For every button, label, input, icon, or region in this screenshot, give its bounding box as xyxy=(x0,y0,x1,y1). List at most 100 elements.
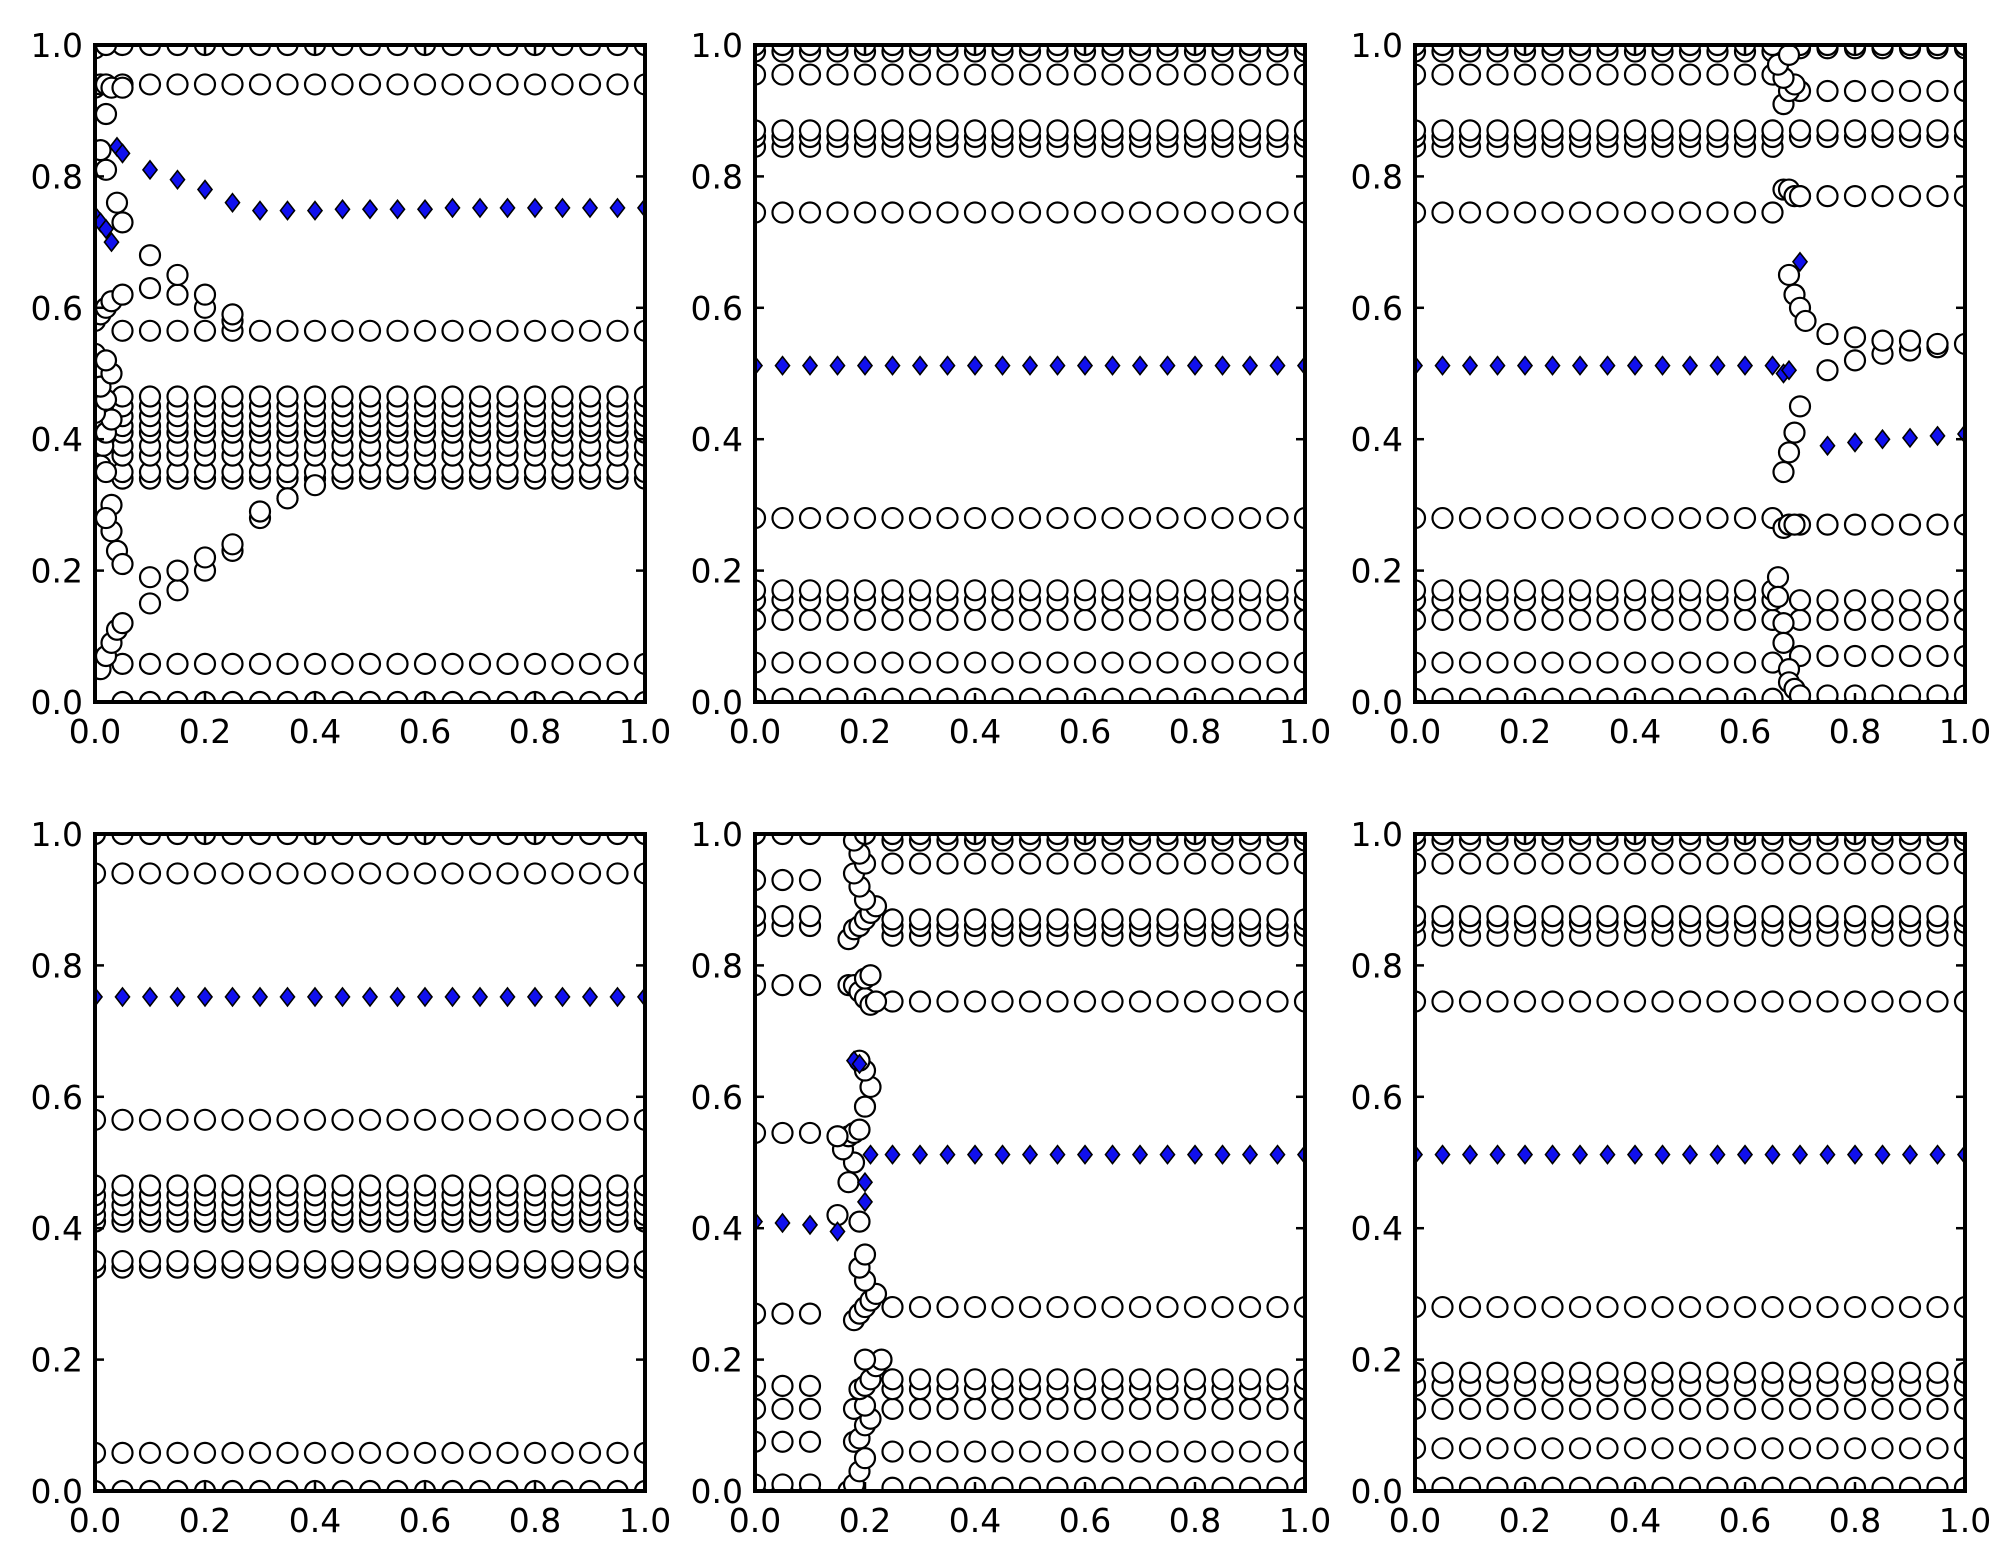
circle-point xyxy=(1733,1295,1757,1319)
circle-point xyxy=(881,834,904,846)
circle-point xyxy=(755,579,767,602)
circle-point xyxy=(1953,79,1965,103)
circle-point xyxy=(1761,1476,1784,1491)
circle-point xyxy=(1073,651,1097,674)
circle-point xyxy=(1596,990,1619,1013)
circle-point xyxy=(991,1295,1014,1319)
circle-point xyxy=(1293,1295,1305,1319)
circle-point xyxy=(1458,990,1482,1013)
circle-point xyxy=(95,1441,107,1464)
circle-point xyxy=(276,1441,299,1464)
circle-point xyxy=(1816,45,1839,57)
circle-point xyxy=(1816,79,1839,103)
circle-point xyxy=(633,460,645,484)
circle-point xyxy=(1898,1476,1922,1491)
circle-point xyxy=(386,1441,409,1464)
circle-point xyxy=(771,868,794,892)
circle-point xyxy=(578,862,602,885)
circle-point xyxy=(1415,852,1427,875)
circle-point xyxy=(358,1441,382,1464)
circle-point xyxy=(95,1249,107,1273)
circle-point xyxy=(441,834,464,846)
diamond-point xyxy=(911,1144,929,1165)
diamond-point xyxy=(1269,355,1286,376)
circle-point xyxy=(798,651,822,674)
circle-point xyxy=(1458,687,1482,702)
circle-point xyxy=(1816,1295,1839,1319)
circle-point xyxy=(276,73,299,96)
circle-point xyxy=(1018,63,1042,86)
circle-point xyxy=(908,687,932,702)
circle-point xyxy=(991,45,1014,57)
circle-point xyxy=(138,592,162,615)
circle-point xyxy=(1926,185,1949,208)
circle-point xyxy=(386,690,409,702)
circle-point xyxy=(1073,990,1097,1013)
circle-point xyxy=(826,45,849,57)
circle-point xyxy=(1541,63,1564,86)
x-tick-label: 1.0 xyxy=(1279,712,1331,751)
circle-point xyxy=(441,73,464,96)
markers xyxy=(95,834,645,1491)
circle-point xyxy=(606,45,629,57)
circle-point xyxy=(1871,684,1894,702)
circle-point xyxy=(1073,1368,1097,1391)
circle-point xyxy=(1101,651,1124,674)
circle-point xyxy=(1101,608,1124,631)
circle-point xyxy=(633,1479,645,1491)
circle-point xyxy=(1871,589,1894,612)
diamond-point xyxy=(1516,355,1534,376)
circle-point xyxy=(1541,579,1564,602)
circle-point xyxy=(1156,506,1179,530)
circle-point xyxy=(1156,201,1179,224)
circle-point xyxy=(1415,905,1427,928)
circle-point xyxy=(1898,684,1922,702)
circle-point xyxy=(1541,990,1564,1013)
x-tick-label: 0.0 xyxy=(1389,1501,1441,1540)
diamond-point xyxy=(1076,1144,1094,1165)
circle-point xyxy=(1415,1476,1427,1491)
circle-point xyxy=(1898,1295,1922,1319)
circle-point xyxy=(755,506,767,530)
y-tick-label: 0.8 xyxy=(691,157,743,196)
diamond-point xyxy=(1709,355,1726,376)
circle-point xyxy=(111,862,134,885)
diamond-point xyxy=(1780,359,1798,381)
circle-point xyxy=(1623,1397,1647,1420)
circle-point xyxy=(386,319,409,342)
circle-point xyxy=(771,1430,794,1453)
x-tick-label: 0.2 xyxy=(839,1501,891,1540)
circle-point xyxy=(936,119,959,142)
y-tick-label: 0.8 xyxy=(31,157,83,196)
circle-point xyxy=(1568,119,1592,142)
circle-point xyxy=(1568,506,1592,530)
circle-point xyxy=(1183,506,1207,530)
circle-point xyxy=(1678,687,1702,702)
circle-point xyxy=(755,651,767,674)
circle-point xyxy=(881,908,904,931)
circle-point xyxy=(1788,1476,1812,1491)
circle-point xyxy=(468,690,492,702)
circle-point xyxy=(1678,905,1702,928)
circle-point xyxy=(1128,506,1152,530)
circle-point xyxy=(248,1108,272,1131)
diamond-point xyxy=(1049,1144,1066,1165)
markers xyxy=(755,45,1305,702)
circle-point xyxy=(496,319,519,342)
circle-point xyxy=(95,139,112,162)
circle-point xyxy=(1018,608,1042,631)
circle-point xyxy=(578,1174,602,1197)
circle-point xyxy=(798,1302,822,1325)
circle-point xyxy=(881,45,904,57)
diamond-point xyxy=(1489,355,1506,376)
circle-point xyxy=(1486,905,1509,928)
diamond-point xyxy=(554,197,571,219)
circle-point xyxy=(1046,506,1069,530)
circle-point xyxy=(413,319,437,342)
x-tick-label: 0.6 xyxy=(399,1501,451,1540)
circle-point xyxy=(1156,990,1179,1013)
circle-point xyxy=(1156,1476,1179,1491)
x-tick-label: 1.0 xyxy=(1279,1501,1331,1540)
circle-point xyxy=(853,651,877,674)
circle-point xyxy=(1046,119,1069,142)
